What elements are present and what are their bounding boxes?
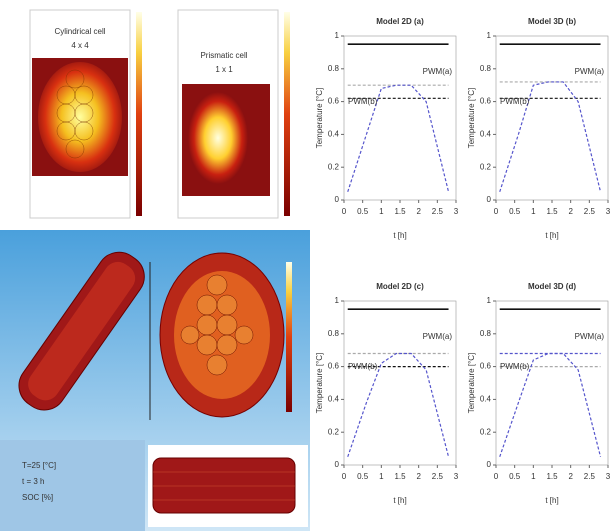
x-tick-label: 0: [494, 472, 499, 481]
heatmap-title: Cylindrical cell: [54, 27, 105, 36]
x-tick-label: 0.5: [509, 207, 521, 216]
annotation: PWM(a): [423, 67, 453, 76]
figure-canvas: Cylindrical cell 4 x 4 Prismatic cell 1 …: [0, 0, 614, 531]
y-tick-label: 0.6: [480, 97, 492, 106]
chart-title: Model 2D (c): [376, 282, 424, 291]
chart-title: Model 3D (d): [528, 282, 576, 291]
render-panel: T=25 [°C] t = 3 h SOC [%]: [0, 230, 310, 531]
x-tick-label: 1.5: [546, 207, 558, 216]
render-label: t = 3 h: [22, 477, 44, 486]
y-tick-label: 0.4: [328, 395, 340, 404]
y-tick-label: 0.8: [480, 64, 492, 73]
x-tick-label: 1.5: [394, 207, 406, 216]
y-axis-label: Temperature [°C]: [467, 88, 476, 149]
heatmap-subtitle: 4 x 4: [71, 41, 89, 50]
plot-frame: [496, 36, 608, 200]
y-tick-label: 0.6: [480, 362, 492, 371]
y-tick-label: 0.4: [480, 395, 492, 404]
annotation: PWM(b): [348, 97, 378, 106]
x-tick-label: 1: [531, 472, 536, 481]
annotation: PWM(b): [348, 362, 378, 371]
x-tick-label: 2.5: [584, 207, 596, 216]
x-tick-label: 2.5: [432, 472, 444, 481]
y-tick-label: 0.6: [328, 97, 340, 106]
figure: Cylindrical cell 4 x 4 Prismatic cell 1 …: [0, 0, 614, 531]
x-axis-label: t [h]: [545, 231, 558, 240]
y-axis-label: Temperature [°C]: [315, 88, 324, 149]
render-label: SOC [%]: [22, 493, 53, 502]
y-tick-label: 1: [335, 31, 340, 40]
x-tick-label: 0: [342, 207, 347, 216]
y-tick-label: 0.8: [328, 64, 340, 73]
chart-title: Model 3D (b): [528, 17, 576, 26]
plot-frame: [344, 301, 456, 465]
y-tick-label: 0.8: [480, 329, 492, 338]
x-tick-label: 1.5: [394, 472, 406, 481]
y-tick-label: 0.6: [328, 362, 340, 371]
annotation: PWM(b): [500, 97, 530, 106]
plot-frame: [496, 301, 608, 465]
render-label: T=25 [°C]: [22, 461, 56, 470]
x-axis-label: t [h]: [393, 231, 406, 240]
x-tick-label: 3: [606, 207, 611, 216]
x-tick-label: 1.5: [546, 472, 558, 481]
annotation: PWM(b): [500, 362, 530, 371]
chart-title: Model 2D (a): [376, 17, 424, 26]
annotation: PWM(a): [575, 67, 605, 76]
x-tick-label: 3: [454, 207, 459, 216]
x-tick-label: 1: [379, 207, 384, 216]
y-tick-label: 0.2: [480, 427, 492, 436]
y-tick-label: 1: [487, 296, 492, 305]
heatmap-panel: Prismatic cell 1 x 1: [178, 10, 290, 218]
x-tick-label: 3: [606, 472, 611, 481]
y-tick-label: 0: [487, 195, 492, 204]
heatmap-subtitle: 1 x 1: [215, 65, 233, 74]
y-tick-label: 0: [487, 460, 492, 469]
x-tick-label: 0.5: [357, 207, 369, 216]
y-axis-label: Temperature [°C]: [467, 353, 476, 414]
x-tick-label: 2.5: [584, 472, 596, 481]
y-tick-label: 0.2: [328, 427, 340, 436]
x-tick-label: 0: [494, 207, 499, 216]
y-tick-label: 0.2: [480, 162, 492, 171]
plot-frame: [344, 36, 456, 200]
annotation: PWM(a): [575, 332, 605, 341]
heatmap-panel: Cylindrical cell 4 x 4: [30, 10, 142, 218]
x-tick-label: 0.5: [357, 472, 369, 481]
x-tick-label: 2: [416, 207, 421, 216]
x-tick-label: 2.5: [432, 207, 444, 216]
heatmap-title: Prismatic cell: [200, 51, 247, 60]
x-axis-label: t [h]: [393, 496, 406, 505]
x-tick-label: 0: [342, 472, 347, 481]
y-tick-label: 0.2: [328, 162, 340, 171]
annotation: PWM(a): [423, 332, 453, 341]
y-tick-label: 0.8: [328, 329, 340, 338]
y-tick-label: 0.4: [480, 130, 492, 139]
x-tick-label: 0.5: [509, 472, 521, 481]
x-tick-label: 3: [454, 472, 459, 481]
x-tick-label: 2: [416, 472, 421, 481]
y-tick-label: 0: [335, 195, 340, 204]
y-axis-label: Temperature [°C]: [315, 353, 324, 414]
x-tick-label: 2: [568, 472, 573, 481]
x-tick-label: 1: [531, 207, 536, 216]
x-tick-label: 2: [568, 207, 573, 216]
y-tick-label: 1: [335, 296, 340, 305]
y-tick-label: 0.4: [328, 130, 340, 139]
y-tick-label: 1: [487, 31, 492, 40]
y-tick-label: 0: [335, 460, 340, 469]
x-tick-label: 1: [379, 472, 384, 481]
x-axis-label: t [h]: [545, 496, 558, 505]
